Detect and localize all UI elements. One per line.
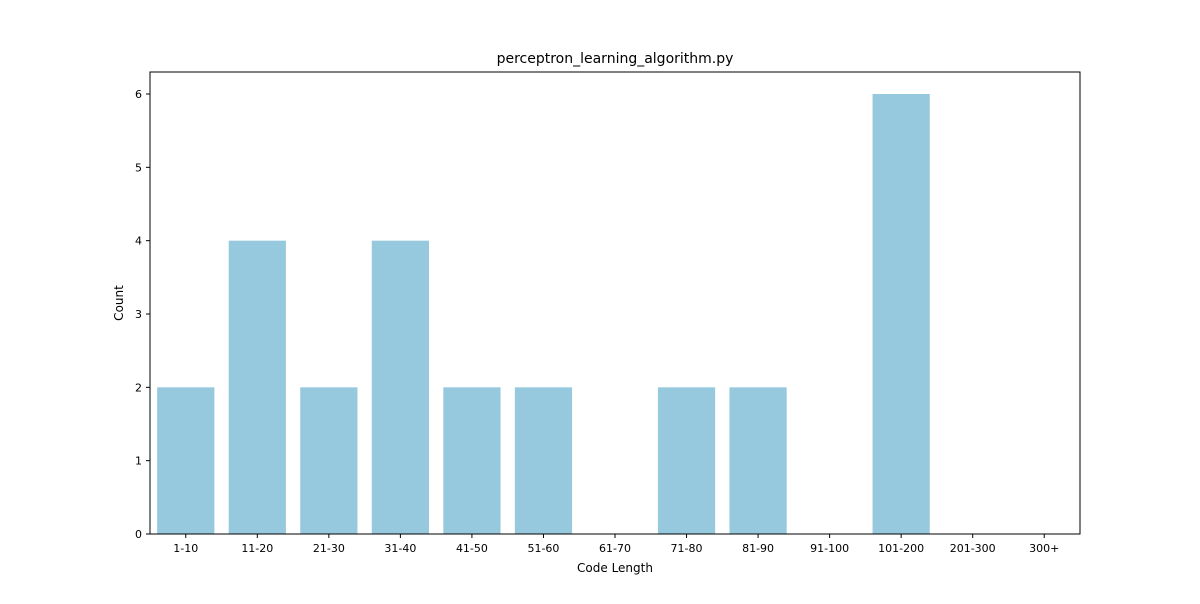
bars-layer <box>157 94 930 534</box>
x-tick-label: 21-30 <box>313 542 345 555</box>
y-tick-label: 0 <box>135 528 142 541</box>
y-tick-label: 1 <box>135 455 142 468</box>
bar-41-50 <box>443 387 501 534</box>
y-axis-label: Count <box>112 285 126 321</box>
y-axis: 0 1 2 3 4 5 6 <box>135 88 150 541</box>
y-tick-label: 6 <box>135 88 142 101</box>
bar-101-200 <box>872 94 930 534</box>
x-axis: 1-10 11-20 21-30 31-40 41-50 51-60 61-70 71-80 8… <box>173 534 1059 555</box>
y-tick-label: 5 <box>135 161 142 174</box>
x-axis-label: Code Length <box>577 561 653 575</box>
x-tick-label: 300+ <box>1029 542 1059 555</box>
x-tick-label: 201-300 <box>950 542 996 555</box>
x-tick-label: 91-100 <box>810 542 849 555</box>
y-tick-label: 4 <box>135 235 142 248</box>
chart-title: perceptron_learning_algorithm.py <box>497 51 734 67</box>
x-tick-label: 51-60 <box>527 542 559 555</box>
bar-71-80 <box>657 387 716 534</box>
bar-51-60 <box>514 387 573 534</box>
bar-11-20 <box>228 240 286 534</box>
x-tick-label: 31-40 <box>384 542 416 555</box>
bar-21-30 <box>300 387 358 534</box>
plot-frame <box>149 71 1081 535</box>
bar-31-40 <box>371 240 429 534</box>
x-tick-label: 1-10 <box>173 542 198 555</box>
bar-1-10 <box>157 387 215 534</box>
x-tick-label: 61-70 <box>599 542 631 555</box>
x-tick-label: 41-50 <box>456 542 488 555</box>
y-tick-label: 2 <box>135 381 142 394</box>
bar-81-90 <box>729 387 787 534</box>
x-tick-label: 11-20 <box>241 542 273 555</box>
x-tick-label: 101-200 <box>878 542 924 555</box>
y-tick-label: 3 <box>135 308 142 321</box>
x-tick-label: 71-80 <box>671 542 703 555</box>
x-tick-label: 81-90 <box>742 542 774 555</box>
